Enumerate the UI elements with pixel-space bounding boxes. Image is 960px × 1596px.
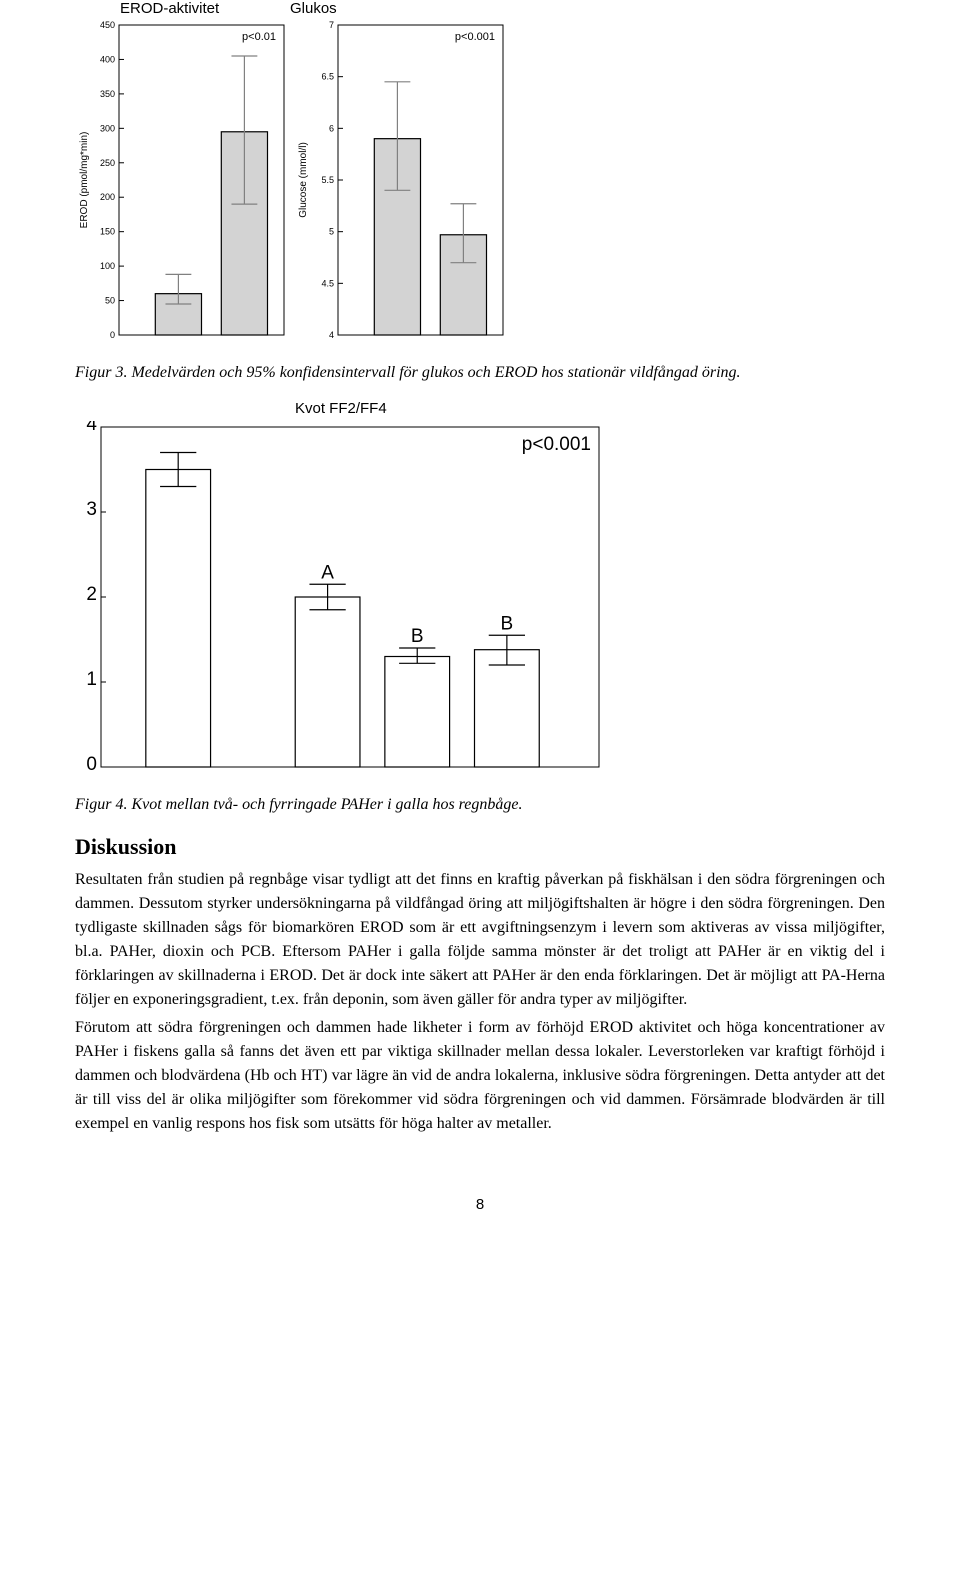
discussion-paragraph-1: Resultaten från studien på regnbåge visa… <box>75 868 885 1012</box>
svg-text:50: 50 <box>105 296 115 306</box>
svg-text:7: 7 <box>329 20 334 30</box>
figure-4-caption: Figur 4. Kvot mellan två- och fyrringade… <box>75 796 885 814</box>
svg-text:0: 0 <box>110 330 115 340</box>
svg-text:p<0.001: p<0.001 <box>455 31 495 43</box>
svg-text:6.5: 6.5 <box>321 72 334 82</box>
kvot-chart: 0 1 2 3 4 p<0.001 A B B <box>75 421 885 786</box>
svg-text:B: B <box>411 626 424 647</box>
chart3-header: Kvot FF2/FF4 <box>295 400 885 417</box>
svg-text:100: 100 <box>100 261 115 271</box>
svg-text:4: 4 <box>329 330 334 340</box>
svg-text:EROD (pmol/mg*min): EROD (pmol/mg*min) <box>79 132 90 229</box>
erod-chart: 0 50 100 150 200 250 300 350 400 450 EROD (pmol/mg… <box>75 19 290 354</box>
svg-text:350: 350 <box>100 89 115 99</box>
svg-text:3: 3 <box>86 499 97 520</box>
svg-text:300: 300 <box>100 123 115 133</box>
discussion-section: Diskussion Resultaten från studien på re… <box>75 834 885 1136</box>
svg-text:5.5: 5.5 <box>321 175 334 185</box>
svg-text:1: 1 <box>86 669 97 690</box>
svg-text:150: 150 <box>100 227 115 237</box>
svg-text:0: 0 <box>86 754 97 775</box>
figure-3-caption: Figur 3. Medelvärden och 95% konfidensin… <box>75 364 885 382</box>
glukos-chart: 4 4.5 5 5.5 6 6.5 7 Glucose (mmol/l) p<0.001 <box>294 19 509 354</box>
chart-pair-headers: EROD-aktivitet Glukos <box>75 0 885 17</box>
svg-text:4: 4 <box>86 421 97 435</box>
page-number: 8 <box>75 1196 885 1213</box>
svg-text:6: 6 <box>329 123 334 133</box>
svg-text:2: 2 <box>86 584 97 605</box>
svg-text:5: 5 <box>329 227 334 237</box>
discussion-paragraph-2: Förutom att södra förgreningen och damme… <box>75 1016 885 1136</box>
svg-text:200: 200 <box>100 192 115 202</box>
svg-text:A: A <box>321 562 334 583</box>
svg-text:p<0.001: p<0.001 <box>522 434 591 455</box>
svg-text:450: 450 <box>100 20 115 30</box>
svg-text:250: 250 <box>100 158 115 168</box>
chart-pair: 0 50 100 150 200 250 300 350 400 450 EROD (pmol/mg… <box>75 19 885 354</box>
chart1-header: EROD-aktivitet <box>120 0 290 17</box>
svg-text:B: B <box>501 613 514 634</box>
svg-text:4.5: 4.5 <box>321 278 334 288</box>
svg-text:Glucose (mmol/l): Glucose (mmol/l) <box>298 142 309 218</box>
chart2-header: Glukos <box>290 0 337 17</box>
svg-text:p<0.01: p<0.01 <box>242 31 276 43</box>
discussion-heading: Diskussion <box>75 834 885 860</box>
svg-text:400: 400 <box>100 54 115 64</box>
